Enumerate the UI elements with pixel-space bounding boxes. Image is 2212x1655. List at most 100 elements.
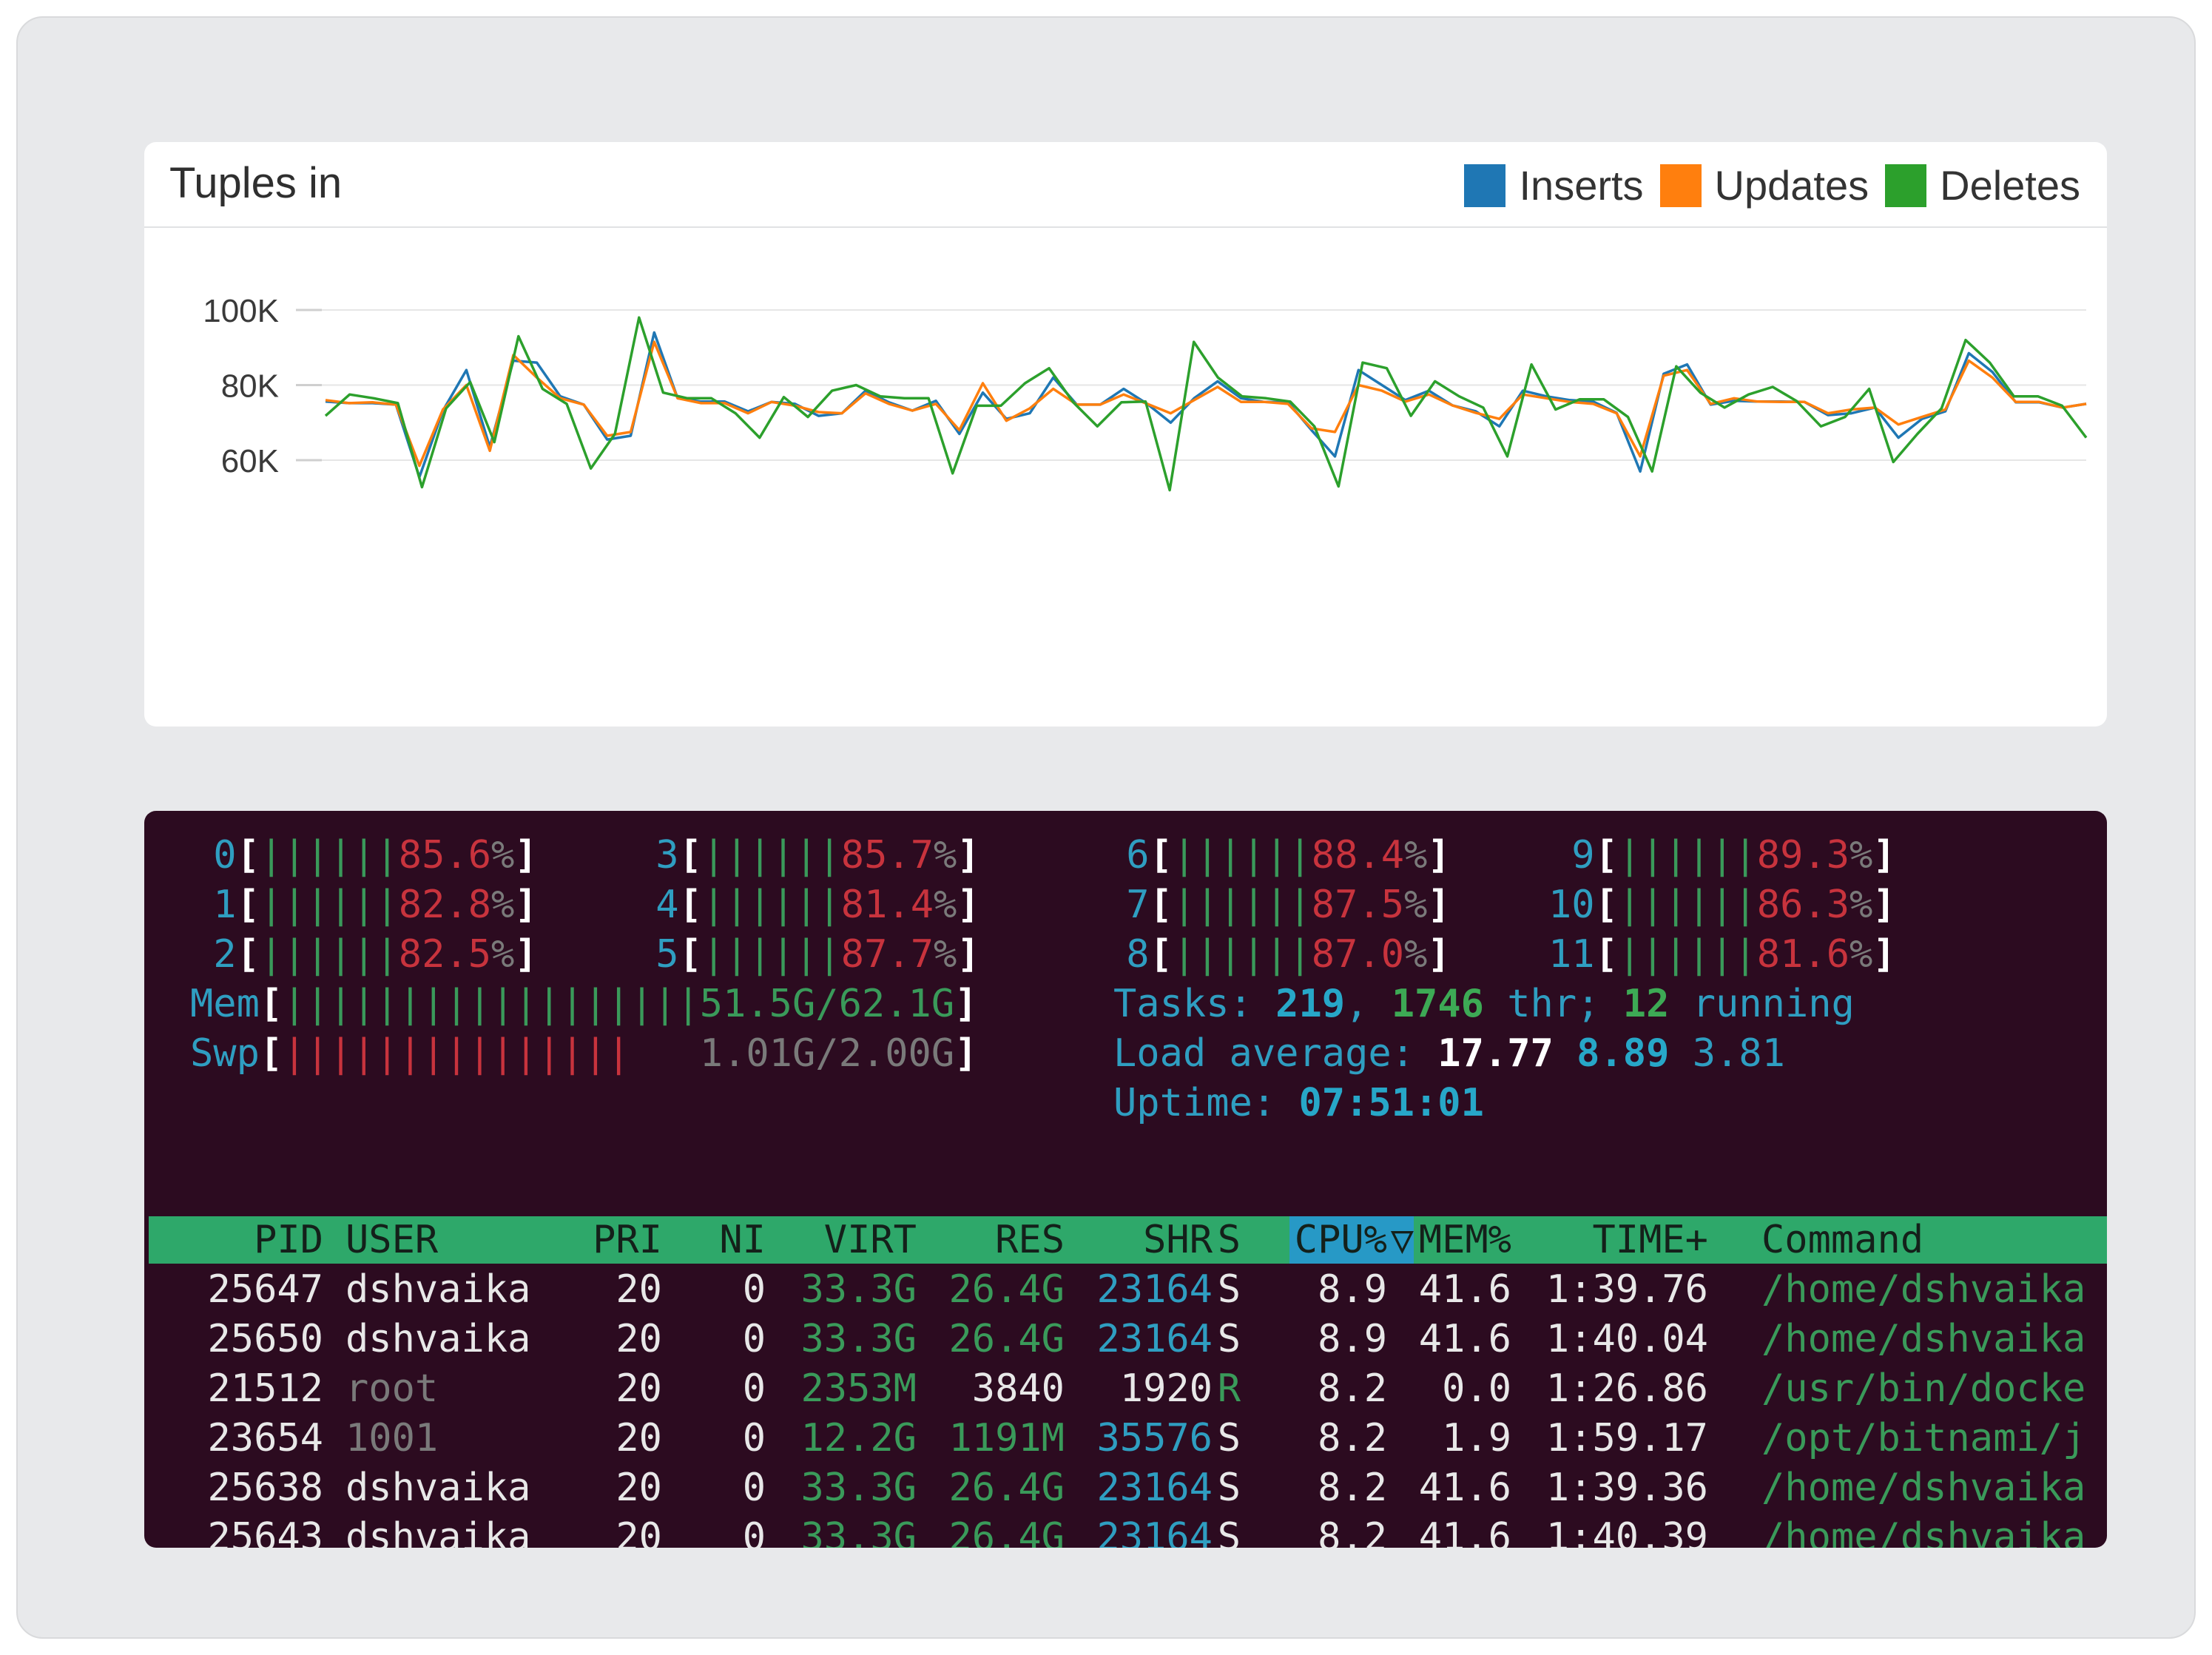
percent-sign: %	[934, 883, 957, 927]
res-cell: 26.4G	[948, 1515, 1065, 1548]
cpu-bar: ||||||	[701, 883, 841, 927]
cpu-bar: ||||||	[1172, 932, 1312, 977]
cpu-meter-3: 3[||||||85.7%]	[633, 833, 979, 877]
res-cell: 1191M	[948, 1416, 1065, 1460]
command-cell: /opt/bitnami/j	[1761, 1416, 2086, 1460]
pid-cell: 25638	[207, 1466, 323, 1510]
cpu-id: 5	[633, 932, 679, 977]
pid-cell: 25647	[207, 1267, 323, 1312]
column-header[interactable]: CPU%	[1294, 1218, 1387, 1262]
meter-bracket: [	[236, 883, 260, 927]
time-cell: 1:59.17	[1545, 1416, 1708, 1460]
tuples-chart-panel: Tuples in Inserts Updates Deletes 60K 80K…	[144, 142, 2107, 727]
pri-cell: 20	[616, 1515, 662, 1548]
htop-terminal: 0[||||||85.6%] 3[||||||85.7%] 6[||||||88…	[144, 811, 2107, 1548]
legend-item-deletes[interactable]: Deletes	[1885, 161, 2080, 209]
cpu-percent: 82.5	[398, 932, 492, 977]
chart-title: Tuples in	[169, 159, 343, 207]
column-header[interactable]: RES	[995, 1218, 1065, 1262]
sep: ,	[1345, 982, 1392, 1026]
column-header[interactable]: S	[1217, 1218, 1241, 1262]
meter-bracket: [	[1594, 883, 1618, 927]
time-cell: 1:40.04	[1545, 1317, 1708, 1361]
state-cell: S	[1217, 1515, 1241, 1548]
column-header[interactable]: PRI	[593, 1218, 662, 1262]
process-row[interactable]: 25647 dshvaika 20 0 33.3G 26.4G 23164 S 8.9 41.6 1…	[144, 1265, 2107, 1315]
cpu-id: 6	[1103, 833, 1150, 877]
percent-sign: %	[491, 883, 515, 927]
command-cell: /home/dshvaika	[1761, 1317, 2086, 1361]
column-header[interactable]: Command	[1761, 1218, 1924, 1262]
legend-swatch-deletes	[1885, 164, 1927, 207]
virt-cell: 33.3G	[800, 1317, 917, 1361]
cpu-percent: 88.4	[1311, 833, 1405, 877]
user-cell: root	[345, 1366, 439, 1411]
mem-cell: 0.0	[1442, 1366, 1511, 1411]
meter-bracket: [	[1149, 883, 1173, 927]
column-header[interactable]: USER	[345, 1218, 439, 1262]
cpu-id: 11	[1548, 932, 1595, 977]
process-row[interactable]: 25643 dshvaika 20 0 33.3G 26.4G 23164 S 8.2 41.6 1…	[144, 1513, 2107, 1548]
pri-cell: 20	[616, 1267, 662, 1312]
cpu-id: 3	[633, 833, 679, 877]
legend-item-updates[interactable]: Updates	[1659, 161, 1869, 209]
cpu-percent: 87.5	[1311, 883, 1405, 927]
cpu-percent: 87.7	[840, 932, 934, 977]
column-header[interactable]: NI	[719, 1218, 766, 1262]
cpu-meter-2: 2[||||||82.5%]	[190, 932, 537, 977]
percent-sign: %	[491, 932, 515, 977]
legend-label-deletes: Deletes	[1940, 162, 2080, 209]
column-header[interactable]: VIRT	[823, 1218, 917, 1262]
cpu-id: 8	[1103, 932, 1150, 977]
pid-cell: 25643	[207, 1515, 323, 1548]
cpu-meter-8: 8[||||||87.0%]	[1103, 932, 1450, 977]
column-header[interactable]: SHR	[1143, 1218, 1213, 1262]
cpu-id: 0	[190, 833, 237, 877]
pri-cell: 20	[616, 1416, 662, 1460]
meter-bracket: ]	[957, 932, 980, 977]
swp-bar: |||||||||||||||	[283, 1031, 700, 1076]
process-row[interactable]: 21512 root 20 0 2353M 3840 1920 R 8.2 0.0 1:26.86 /…	[144, 1364, 2107, 1414]
column-header[interactable]: PID	[254, 1218, 323, 1262]
time-cell: 1:40.39	[1545, 1515, 1708, 1548]
ni-cell: 0	[742, 1317, 766, 1361]
pid-cell: 21512	[207, 1366, 323, 1411]
swp-label: Swp	[190, 1031, 260, 1076]
meter-bracket: ]	[1872, 932, 1896, 977]
meter-bracket: [	[236, 932, 260, 977]
cpu-cell: 8.2	[1318, 1515, 1387, 1548]
user-cell: 1001	[345, 1416, 439, 1460]
column-header[interactable]: ▽	[1390, 1218, 1414, 1262]
cpu-percent: 85.7	[840, 833, 934, 877]
command-cell: /usr/bin/docke	[1761, 1366, 2086, 1411]
meter-bracket: [	[259, 982, 283, 1026]
cpu-cell: 8.9	[1318, 1267, 1387, 1312]
legend-item-inserts[interactable]: Inserts	[1464, 161, 1644, 209]
process-table-header	[149, 1216, 2107, 1264]
cpu-meter-9: 9[||||||89.3%]	[1548, 833, 1895, 877]
time-cell: 1:39.36	[1545, 1466, 1708, 1510]
pid-cell: 23654	[207, 1416, 323, 1460]
mem-meter: Mem[||||||||||||||||||51.5G/62.1G]	[190, 982, 977, 1026]
uptime-line: Uptime: 07:51:01	[1113, 1081, 1484, 1125]
cpu-percent: 82.8	[398, 883, 492, 927]
virt-cell: 33.3G	[800, 1515, 917, 1548]
cpu-meter-6: 6[||||||88.4%]	[1103, 833, 1450, 877]
virt-cell: 33.3G	[800, 1267, 917, 1312]
meter-bracket: [	[1594, 833, 1618, 877]
process-row[interactable]: 25650 dshvaika 20 0 33.3G 26.4G 23164 S 8.9 41.6 1…	[144, 1315, 2107, 1364]
column-header[interactable]: MEM%	[1418, 1218, 1511, 1262]
percent-sign: %	[1849, 833, 1873, 877]
pid-cell: 25650	[207, 1317, 323, 1361]
sort-column-highlight	[1289, 1216, 1414, 1264]
process-row[interactable]: 25638 dshvaika 20 0 33.3G 26.4G 23164 S 8.2 41.6 1…	[144, 1463, 2107, 1513]
meter-bracket: ]	[1872, 883, 1896, 927]
cpu-id: 7	[1103, 883, 1150, 927]
line-plot: 60K 80K 100K	[203, 293, 2088, 492]
process-row[interactable]: 23654 1001 20 0 12.2G 1191M 35576 S 8.2 1.9 1:59.1…	[144, 1414, 2107, 1463]
pri-cell: 20	[616, 1366, 662, 1411]
column-header[interactable]: TIME+	[1592, 1218, 1708, 1262]
series-line-deletes	[324, 316, 2088, 492]
meter-bracket: ]	[1427, 883, 1451, 927]
state-cell: R	[1217, 1366, 1241, 1411]
